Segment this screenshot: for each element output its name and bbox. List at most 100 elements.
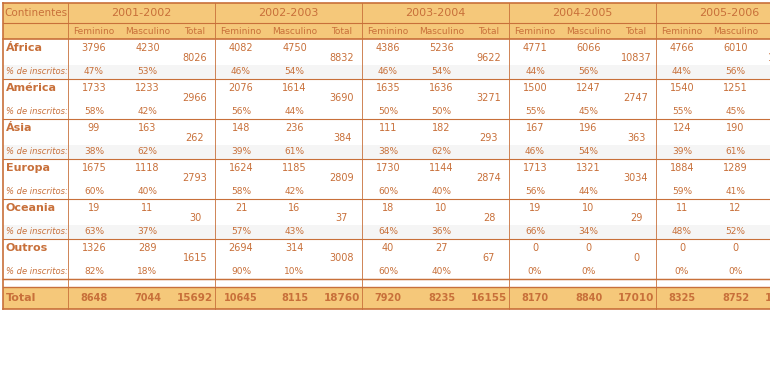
Text: 2004-2005: 2004-2005 bbox=[552, 8, 613, 18]
Text: 44%: 44% bbox=[578, 188, 598, 196]
Text: 6066: 6066 bbox=[576, 43, 601, 53]
Text: 4771: 4771 bbox=[523, 43, 547, 53]
Text: 10%: 10% bbox=[284, 268, 305, 277]
Text: 4386: 4386 bbox=[376, 43, 400, 53]
Text: Masculino: Masculino bbox=[566, 27, 611, 36]
Text: 1326: 1326 bbox=[82, 243, 106, 253]
Text: 111: 111 bbox=[379, 123, 397, 133]
Text: 36%: 36% bbox=[431, 227, 451, 236]
Text: 1118: 1118 bbox=[136, 163, 159, 173]
Text: 61%: 61% bbox=[284, 147, 305, 157]
Text: 167: 167 bbox=[526, 123, 544, 133]
Text: 39%: 39% bbox=[231, 147, 251, 157]
Text: 1624: 1624 bbox=[229, 163, 253, 173]
Text: 314: 314 bbox=[286, 243, 303, 253]
Text: 1233: 1233 bbox=[136, 83, 160, 93]
Text: 47%: 47% bbox=[84, 67, 104, 77]
Text: 8235: 8235 bbox=[428, 293, 455, 303]
Text: 46%: 46% bbox=[378, 67, 398, 77]
Bar bbox=[3, 119, 770, 145]
Text: 7044: 7044 bbox=[134, 293, 161, 303]
Text: Total: Total bbox=[625, 27, 647, 36]
Text: 44%: 44% bbox=[672, 67, 692, 77]
Text: 262: 262 bbox=[186, 133, 204, 143]
Text: 1730: 1730 bbox=[376, 163, 400, 173]
Text: 42%: 42% bbox=[285, 188, 304, 196]
Text: 15692: 15692 bbox=[177, 293, 213, 303]
Text: Masculino: Masculino bbox=[713, 27, 758, 36]
Text: 19: 19 bbox=[88, 203, 100, 213]
Text: 2076: 2076 bbox=[229, 83, 253, 93]
Text: Feminino: Feminino bbox=[367, 27, 409, 36]
Text: 60%: 60% bbox=[84, 188, 104, 196]
Text: 59%: 59% bbox=[672, 188, 692, 196]
Text: 29: 29 bbox=[630, 213, 642, 223]
Text: % de inscritos:: % de inscritos: bbox=[6, 188, 68, 196]
Text: 2002-2003: 2002-2003 bbox=[258, 8, 319, 18]
Bar bbox=[3, 185, 770, 199]
Text: 5236: 5236 bbox=[429, 43, 454, 53]
Bar bbox=[3, 79, 770, 105]
Text: 17010: 17010 bbox=[618, 293, 654, 303]
Text: 11: 11 bbox=[142, 203, 154, 213]
Text: 2005-2006: 2005-2006 bbox=[699, 8, 760, 18]
Text: 1144: 1144 bbox=[429, 163, 454, 173]
Text: 38%: 38% bbox=[84, 147, 104, 157]
Text: 18%: 18% bbox=[137, 268, 158, 277]
Text: 8840: 8840 bbox=[575, 293, 602, 303]
Text: 3690: 3690 bbox=[330, 93, 354, 103]
Text: 3271: 3271 bbox=[477, 93, 501, 103]
Text: 42%: 42% bbox=[138, 108, 157, 116]
Text: 8170: 8170 bbox=[521, 293, 548, 303]
Text: Total: Total bbox=[478, 27, 500, 36]
Text: 16: 16 bbox=[289, 203, 300, 213]
Text: 0: 0 bbox=[633, 253, 639, 263]
Text: 4230: 4230 bbox=[136, 43, 160, 53]
Text: 58%: 58% bbox=[231, 188, 251, 196]
Text: 54%: 54% bbox=[431, 67, 451, 77]
Bar bbox=[3, 225, 770, 239]
Text: 2003-2004: 2003-2004 bbox=[405, 8, 466, 18]
Text: 3034: 3034 bbox=[624, 173, 648, 183]
Text: 44%: 44% bbox=[525, 67, 545, 77]
Text: Ásia: Ásia bbox=[6, 123, 32, 133]
Text: 18760: 18760 bbox=[324, 293, 360, 303]
Text: 56%: 56% bbox=[231, 108, 251, 116]
Text: 44%: 44% bbox=[285, 108, 304, 116]
Text: 2874: 2874 bbox=[477, 173, 501, 183]
Bar bbox=[3, 3, 770, 23]
Text: 40%: 40% bbox=[431, 188, 451, 196]
Text: 21: 21 bbox=[235, 203, 247, 213]
Text: 37: 37 bbox=[336, 213, 348, 223]
Text: 1733: 1733 bbox=[82, 83, 106, 93]
Text: 2966: 2966 bbox=[182, 93, 207, 103]
Text: 0: 0 bbox=[585, 243, 591, 253]
Text: 0: 0 bbox=[532, 243, 538, 253]
Text: 56%: 56% bbox=[725, 67, 745, 77]
Text: 124: 124 bbox=[673, 123, 691, 133]
Text: 55%: 55% bbox=[672, 108, 692, 116]
Text: 8648: 8648 bbox=[80, 293, 108, 303]
Text: 61%: 61% bbox=[725, 147, 745, 157]
Text: 40: 40 bbox=[382, 243, 394, 253]
Text: % de inscritos:: % de inscritos: bbox=[6, 147, 68, 157]
Text: 1185: 1185 bbox=[282, 163, 306, 173]
Text: 9622: 9622 bbox=[477, 53, 501, 63]
Text: 12: 12 bbox=[729, 203, 742, 213]
Text: 196: 196 bbox=[579, 123, 598, 133]
Text: Outros: Outros bbox=[6, 243, 49, 253]
Text: 37%: 37% bbox=[137, 227, 158, 236]
Text: 1500: 1500 bbox=[523, 83, 547, 93]
Text: 54%: 54% bbox=[284, 67, 304, 77]
Text: 34%: 34% bbox=[578, 227, 598, 236]
Text: Masculino: Masculino bbox=[419, 27, 464, 36]
Text: 50%: 50% bbox=[431, 108, 451, 116]
Bar bbox=[3, 239, 770, 265]
Text: Feminino: Feminino bbox=[661, 27, 702, 36]
Text: 66%: 66% bbox=[525, 227, 545, 236]
Text: 363: 363 bbox=[627, 133, 645, 143]
Text: 45%: 45% bbox=[725, 108, 745, 116]
Text: 6010: 6010 bbox=[723, 43, 748, 53]
Text: 0%: 0% bbox=[527, 268, 542, 277]
Text: 41%: 41% bbox=[725, 188, 745, 196]
